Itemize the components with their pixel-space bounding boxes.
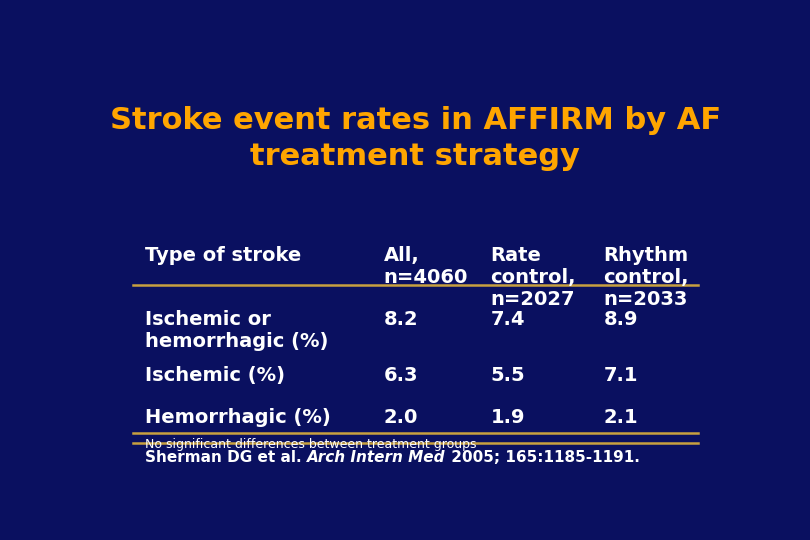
Text: 7.1: 7.1 (603, 366, 638, 385)
Text: Type of stroke: Type of stroke (145, 246, 301, 265)
Text: 2005; 165:1185-1191.: 2005; 165:1185-1191. (446, 450, 639, 465)
Text: Ischemic (%): Ischemic (%) (145, 366, 285, 385)
Text: 6.3: 6.3 (384, 366, 418, 385)
Text: 1.9: 1.9 (490, 408, 525, 427)
Text: All,
n=4060: All, n=4060 (384, 246, 468, 287)
Text: Hemorrhagic (%): Hemorrhagic (%) (145, 408, 331, 427)
Text: 2.1: 2.1 (603, 408, 638, 427)
Text: 7.4: 7.4 (490, 310, 525, 329)
Text: 8.2: 8.2 (384, 310, 418, 329)
Text: Ischemic or
hemorrhagic (%): Ischemic or hemorrhagic (%) (145, 310, 329, 351)
Text: 2.0: 2.0 (384, 408, 418, 427)
Text: Stroke event rates in AFFIRM by AF
treatment strategy: Stroke event rates in AFFIRM by AF treat… (109, 106, 721, 171)
Text: Rhythm
control,
n=2033: Rhythm control, n=2033 (603, 246, 689, 309)
Text: 8.9: 8.9 (603, 310, 638, 329)
Text: Sherman DG et al.: Sherman DG et al. (145, 450, 307, 465)
Text: Arch Intern Med: Arch Intern Med (307, 450, 446, 465)
Text: 5.5: 5.5 (490, 366, 525, 385)
Text: Rate
control,
n=2027: Rate control, n=2027 (490, 246, 576, 309)
Text: No significant differences between treatment groups: No significant differences between treat… (145, 438, 477, 451)
